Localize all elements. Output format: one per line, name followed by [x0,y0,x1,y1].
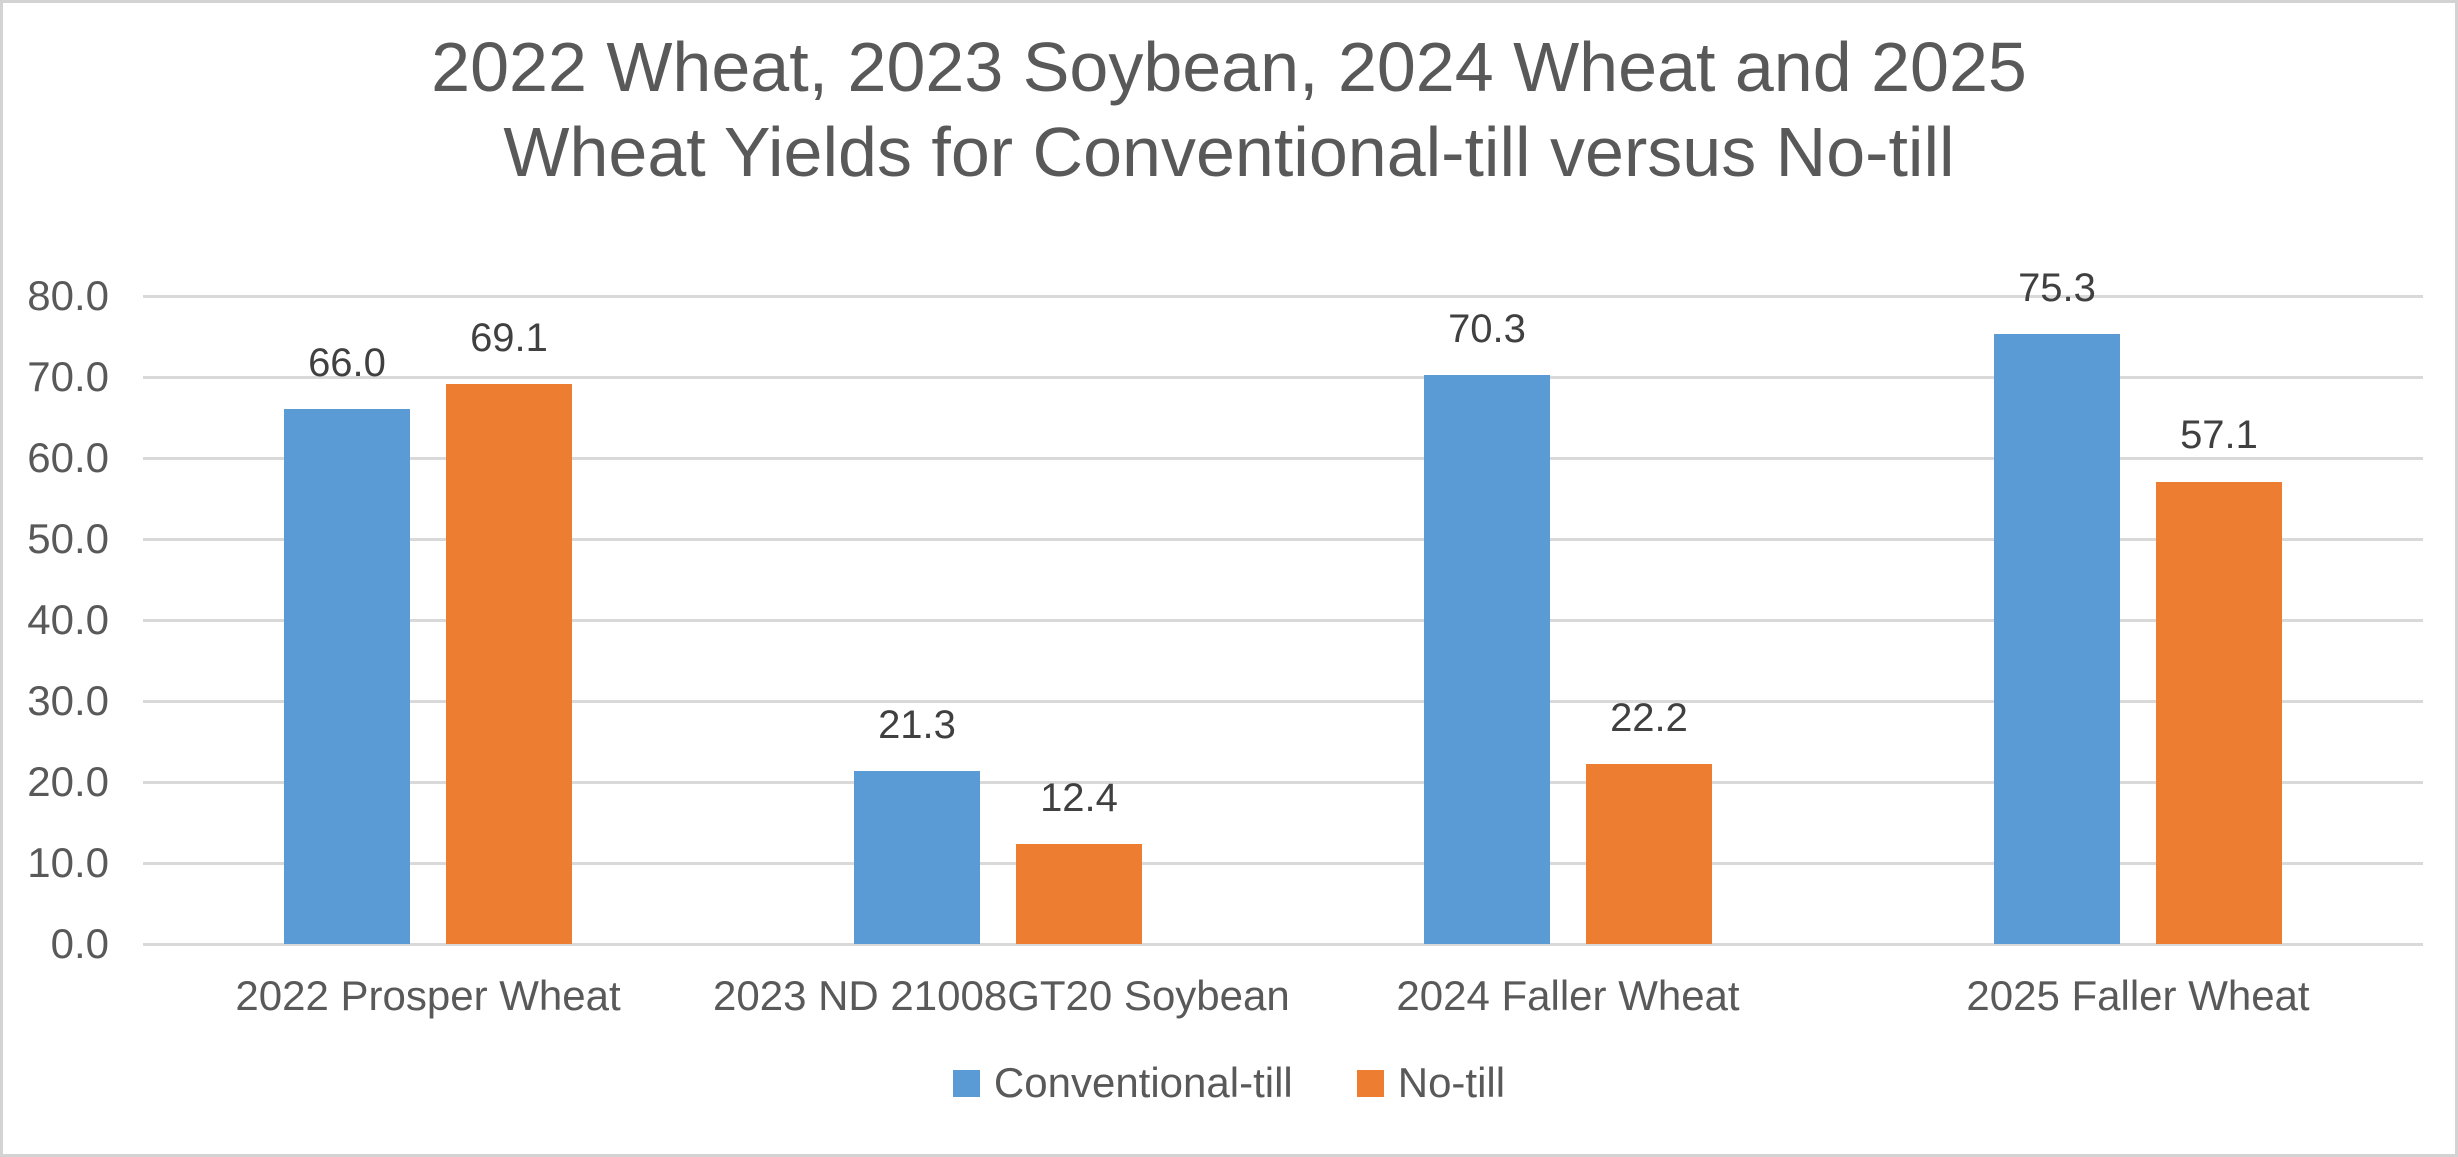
gridline-y-60 [143,457,2423,460]
gridline-y-30 [143,700,2423,703]
x-axis-category-label-2024-faller-wheat: 2024 Faller Wheat [1396,972,1740,1019]
y-axis-tick-label: 70.0 [27,353,109,400]
legend-label-conventional-till: Conventional-till [993,1059,1293,1106]
y-axis-tick-label: 80.0 [27,272,109,319]
y-axis-tick-label: 50.0 [27,515,109,562]
bar-value-label: 12.4 [1040,775,1118,820]
y-axis-tick-label: 60.0 [27,434,109,481]
y-axis-tick-label: 20.0 [27,758,109,805]
x-axis-category-label-2025-faller-wheat: 2025 Faller Wheat [1966,972,2310,1019]
legend-swatch-icon-conventional-till [952,1069,980,1097]
bar-no-till-2025-faller-wheat [2156,481,2282,944]
gridline-y-70 [143,376,2423,379]
gridline-y-50 [143,538,2423,541]
bar-value-label: 70.3 [1448,306,1526,351]
chart-title: 2022 Wheat, 2023 Soybean, 2024 Wheat and… [3,25,2455,196]
y-axis-tick-label: 40.0 [27,596,109,643]
bar-no-till-2023-nd-21008gt20-soybean [1016,843,1142,944]
gridline-y-40 [143,619,2423,622]
bar-value-label: 75.3 [2018,266,2096,311]
bar-conventional-till-2025-faller-wheat [1994,334,2120,944]
legend-item-conventional-till: Conventional-till [952,1059,1293,1107]
gridline-y-80 [143,295,2423,298]
chart-title-text: 2022 Wheat, 2023 Soybean, 2024 Wheat and… [431,28,2027,192]
bar-conventional-till-2022-prosper-wheat [284,409,410,944]
bar-no-till-2022-prosper-wheat [446,384,572,944]
gridline-y-0 [143,943,2423,946]
bar-value-label: 21.3 [878,703,956,748]
x-axis-category-label-2022-prosper-wheat: 2022 Prosper Wheat [235,972,621,1019]
bar-value-label: 66.0 [308,341,386,386]
gridline-y-10 [143,862,2423,865]
bar-conventional-till-2024-faller-wheat [1424,374,1550,944]
bar-value-label: 69.1 [470,316,548,361]
x-axis-category-label-2023-nd-21008gt20-soybean: 2023 ND 21008GT20 Soybean [713,972,1290,1019]
bar-conventional-till-2023-nd-21008gt20-soybean [854,771,980,944]
bar-value-label: 22.2 [1610,696,1688,741]
legend-item-no-till: No-till [1356,1059,1506,1107]
y-axis-tick-label: 0.0 [50,920,109,967]
y-axis-tick-label: 10.0 [27,839,109,886]
plot-area: 66.0 21.3 70.3 75.3 69.1 12.4 22.2 57.1 [143,266,2423,946]
legend-swatch-icon-no-till [1356,1069,1384,1097]
gridline-y-20 [143,781,2423,784]
legend: Conventional-till No-till [3,1059,2455,1107]
bar-no-till-2024-faller-wheat [1586,764,1712,944]
bar-value-label: 57.1 [2180,413,2258,458]
legend-label-no-till: No-till [1397,1059,1506,1106]
y-axis-tick-label: 30.0 [27,677,109,724]
